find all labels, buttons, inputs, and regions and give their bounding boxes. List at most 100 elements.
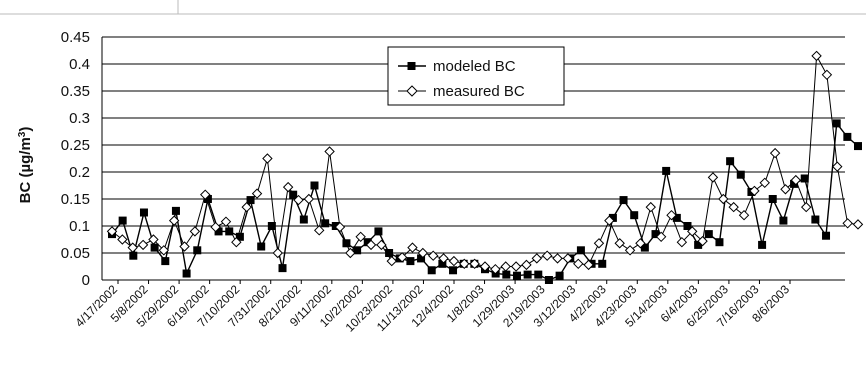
data-point-measured bbox=[490, 263, 501, 275]
y-tick-label: 0.2 bbox=[69, 164, 90, 181]
data-point-modeled bbox=[726, 157, 735, 166]
data-point-measured bbox=[676, 236, 688, 248]
data-point-measured bbox=[220, 216, 232, 227]
data-point-measured bbox=[842, 218, 853, 229]
data-point-modeled bbox=[406, 257, 415, 266]
data-point-measured bbox=[210, 221, 221, 233]
y-tick-label: 0.45 bbox=[61, 29, 90, 46]
data-point-measured bbox=[800, 201, 812, 213]
data-point-modeled bbox=[214, 227, 223, 236]
data-point-modeled bbox=[832, 119, 841, 128]
data-point-modeled bbox=[854, 142, 862, 151]
y-tick-label: 0.15 bbox=[61, 191, 90, 208]
data-point-modeled bbox=[246, 196, 255, 205]
data-point-modeled bbox=[129, 251, 138, 260]
y-axis-label-close: ) bbox=[17, 127, 34, 132]
data-point-measured bbox=[303, 193, 315, 205]
data-point-measured bbox=[687, 226, 698, 237]
data-point-modeled bbox=[790, 179, 799, 188]
data-point-modeled bbox=[374, 227, 383, 236]
series-markers bbox=[106, 50, 864, 284]
data-point-modeled bbox=[662, 166, 671, 175]
data-point-measured bbox=[293, 194, 304, 206]
data-point-modeled bbox=[342, 239, 351, 248]
data-point-modeled bbox=[630, 211, 639, 220]
data-point-modeled bbox=[353, 246, 362, 255]
data-point-measured bbox=[749, 185, 760, 197]
data-point-modeled bbox=[811, 215, 820, 224]
legend-label-modeled: modeled BC bbox=[433, 58, 516, 75]
data-point-modeled bbox=[363, 238, 372, 247]
data-point-modeled bbox=[449, 266, 458, 275]
data-point-modeled bbox=[779, 216, 788, 225]
data-point-modeled bbox=[139, 208, 148, 217]
data-point-measured bbox=[821, 69, 833, 81]
data-point-measured bbox=[189, 226, 201, 237]
data-point-measured bbox=[355, 231, 366, 243]
data-point-measured bbox=[728, 201, 739, 213]
y-axis-label-superscript: 3 bbox=[17, 131, 28, 137]
data-point-measured bbox=[241, 201, 252, 213]
legend-marker-modeled bbox=[407, 62, 416, 70]
data-point-measured bbox=[427, 250, 439, 261]
data-point-modeled bbox=[736, 170, 745, 179]
data-point-measured bbox=[365, 239, 377, 251]
data-point-measured bbox=[811, 50, 822, 62]
data-point-modeled bbox=[310, 181, 319, 190]
data-point-modeled bbox=[768, 195, 777, 203]
data-point-measured bbox=[179, 241, 190, 252]
data-point-measured bbox=[262, 153, 273, 164]
data-point-modeled bbox=[598, 259, 607, 268]
data-point-measured bbox=[272, 247, 283, 259]
data-point-measured bbox=[759, 177, 770, 189]
data-point-measured bbox=[790, 174, 802, 186]
data-point-modeled bbox=[800, 174, 809, 183]
y-tick-label: 0 bbox=[82, 272, 90, 289]
data-point-measured bbox=[666, 209, 677, 221]
data-point-measured bbox=[168, 215, 180, 226]
data-point-measured bbox=[158, 245, 170, 256]
data-point-modeled bbox=[715, 238, 724, 247]
data-point-measured bbox=[604, 215, 615, 226]
data-point-modeled bbox=[544, 276, 553, 284]
data-point-measured bbox=[769, 147, 781, 159]
data-point-measured bbox=[479, 261, 491, 272]
data-point-modeled bbox=[385, 249, 394, 257]
data-point-modeled bbox=[758, 240, 767, 249]
data-point-modeled bbox=[321, 219, 330, 228]
x-tick-label: 4/17/2002 bbox=[72, 282, 120, 330]
data-point-measured bbox=[541, 250, 553, 261]
data-point-measured bbox=[459, 258, 470, 270]
data-point-modeled bbox=[502, 270, 511, 279]
data-point-measured bbox=[738, 209, 750, 221]
data-point-measured bbox=[852, 219, 864, 230]
data-point-measured bbox=[624, 245, 636, 256]
y-tick-label: 0.25 bbox=[61, 137, 90, 154]
legend-box bbox=[387, 46, 565, 106]
data-point-modeled bbox=[257, 242, 266, 251]
data-point-measured bbox=[106, 226, 118, 237]
data-point-measured bbox=[448, 255, 460, 267]
data-point-measured bbox=[417, 247, 429, 259]
y-tick-label: 0.05 bbox=[61, 245, 90, 262]
data-point-measured bbox=[697, 235, 708, 247]
data-point-measured bbox=[645, 201, 656, 213]
data-point-measured bbox=[334, 221, 346, 233]
data-point-modeled bbox=[438, 259, 447, 268]
y-axis-label-main: BC (µg/m bbox=[17, 137, 34, 203]
data-point-modeled bbox=[203, 195, 212, 203]
legend-label-measured: measured BC bbox=[433, 83, 525, 100]
data-point-measured bbox=[469, 258, 480, 270]
data-point-measured bbox=[438, 253, 449, 264]
data-point-modeled bbox=[672, 213, 681, 222]
data-point-modeled bbox=[651, 230, 660, 239]
data-point-modeled bbox=[267, 222, 276, 230]
data-point-measured bbox=[832, 161, 843, 172]
data-point-measured bbox=[635, 238, 646, 249]
data-point-measured bbox=[510, 261, 522, 272]
series-line-modeled bbox=[111, 121, 859, 281]
data-point-modeled bbox=[118, 216, 127, 225]
data-point-modeled bbox=[704, 230, 713, 239]
data-point-measured bbox=[386, 255, 397, 267]
